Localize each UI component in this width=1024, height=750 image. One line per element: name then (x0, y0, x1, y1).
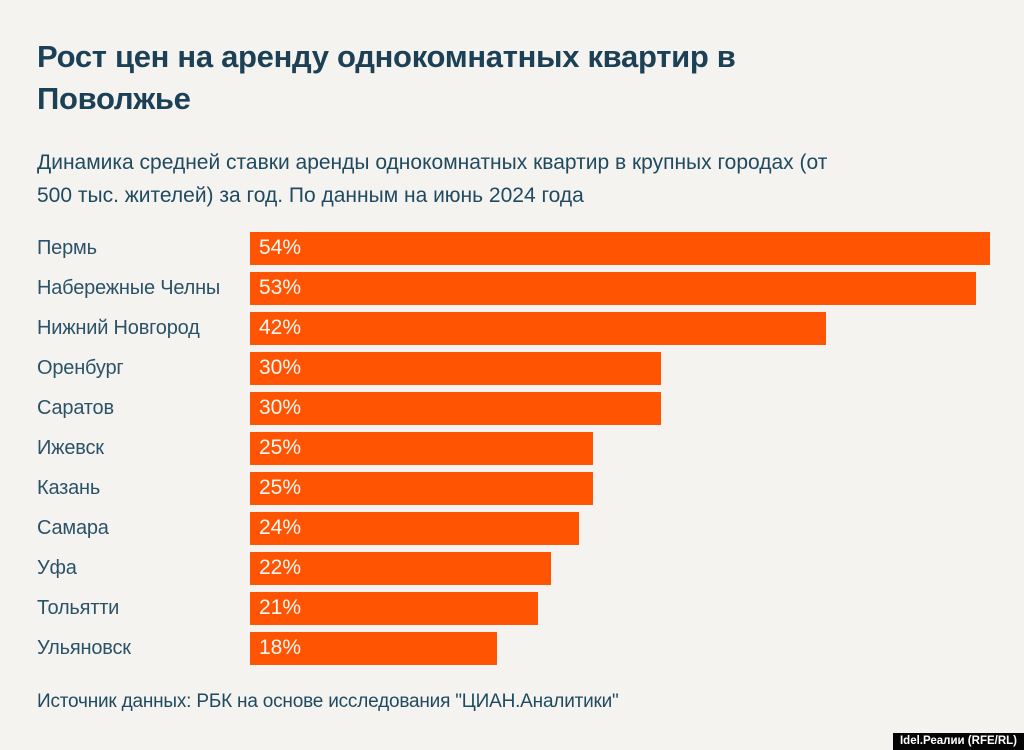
chart-row: Пермь 54% (37, 228, 990, 268)
bar-value-label: 21% (259, 596, 302, 619)
bar-value-label: 18% (259, 636, 302, 659)
bar-track: 21% (250, 591, 990, 625)
category-label: Самара (37, 516, 109, 539)
chart-subtitle-line1: Динамика средней ставки аренды однокомна… (37, 151, 828, 174)
bar: 30% (250, 391, 662, 425)
bar-value-label: 54% (259, 236, 302, 259)
chart-row: Ижевск 25% (37, 428, 988, 468)
chart-title-line2: Поволжье (37, 81, 191, 116)
bar: 21% (250, 591, 538, 625)
category-label: Тольятти (37, 596, 120, 619)
chart-title-line1: Рост цен на аренду однокомнатных квартир… (37, 39, 736, 74)
bar-value-label: 30% (259, 396, 302, 419)
chart-row: Нижний Новгород 42% (37, 308, 988, 348)
chart-row: Тольятти 21% (37, 588, 988, 628)
chart-row: Набережные Челны 53% (37, 268, 988, 308)
bar-track: 24% (250, 511, 990, 545)
chart-row: Самара 24% (37, 508, 988, 548)
category-label: Казань (37, 476, 101, 499)
chart-row: Оренбург 30% (37, 348, 988, 388)
bar-value-label: 25% (259, 476, 302, 499)
bar: 53% (250, 271, 977, 305)
watermark-badge: Idel.Реалии (RFE/RL) (892, 733, 1024, 750)
category-label: Нижний Новгород (37, 316, 200, 339)
bar-value-label: 53% (259, 276, 302, 299)
bar-track: 54% (250, 231, 990, 265)
category-label: Набережные Челны (37, 276, 221, 299)
bar: 25% (250, 431, 593, 465)
bar-track: 30% (250, 351, 990, 385)
bar: 22% (250, 551, 552, 585)
chart-subtitle: Динамика средней ставки аренды однокомна… (37, 146, 988, 212)
bar: 54% (250, 231, 990, 265)
bar-track: 30% (250, 391, 990, 425)
bar-track: 42% (250, 311, 990, 345)
bar: 24% (250, 511, 579, 545)
bar-track: 22% (250, 551, 990, 585)
bar-track: 25% (250, 471, 990, 505)
data-source-note: Источник данных: РБК на основе исследова… (37, 691, 619, 712)
bar-value-label: 22% (259, 556, 302, 579)
category-label: Уфа (37, 556, 77, 579)
chart-row: Уфа 22% (37, 548, 988, 588)
category-label: Оренбург (37, 356, 124, 379)
bar: 18% (250, 631, 497, 665)
bar-track: 25% (250, 431, 990, 465)
bar-value-label: 30% (259, 356, 302, 379)
bar: 30% (250, 351, 662, 385)
bar-chart: Пермь 54% Набережные Челны 53% Нижний Но… (37, 228, 990, 668)
bar-value-label: 25% (259, 436, 302, 459)
bar-track: 53% (250, 271, 990, 305)
chart-row: Саратов 30% (37, 388, 988, 428)
category-label: Ульяновск (37, 636, 131, 659)
bar-value-label: 42% (259, 316, 302, 339)
chart-row: Ульяновск 18% (37, 628, 988, 668)
bar-track: 18% (250, 631, 990, 665)
bar-value-label: 24% (259, 516, 302, 539)
category-label: Саратов (37, 396, 114, 419)
bar: 42% (250, 311, 826, 345)
chart-subtitle-line2: 500 тыс. жителей) за год. По данным на и… (37, 184, 584, 207)
chart-row: Казань 25% (37, 468, 988, 508)
chart-title: Рост цен на аренду однокомнатных квартир… (37, 36, 937, 120)
category-label: Ижевск (37, 436, 104, 459)
bar: 25% (250, 471, 593, 505)
category-label: Пермь (37, 236, 97, 259)
